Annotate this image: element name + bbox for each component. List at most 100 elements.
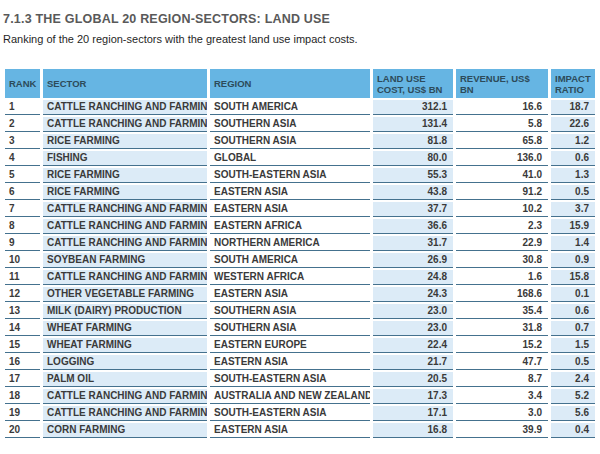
table-row: 18CATTLE RANCHING AND FARMINGAUSTRALIA A…	[5, 389, 595, 404]
cell-sector: CATTLE RANCHING AND FARMING	[43, 117, 207, 132]
cell-rank: 6	[5, 185, 40, 200]
table-row: 12OTHER VEGETABLE FARMINGEASTERN ASIA24.…	[5, 287, 595, 302]
cell-impact-ratio: 5.6	[551, 406, 595, 421]
cell-revenue: 5.8	[456, 117, 548, 132]
cell-revenue: 136.0	[456, 151, 548, 166]
cell-rank: 14	[5, 321, 40, 336]
table-row: 7CATTLE RANCHING AND FARMINGEASTERN ASIA…	[5, 202, 595, 217]
cell-region: EASTERN AFRICA	[210, 219, 370, 234]
cell-region: NORTHERN AMERICA	[210, 236, 370, 251]
cell-rank: 8	[5, 219, 40, 234]
table-header-row: RANK SECTOR REGION LAND USE COST, US$ BN…	[5, 69, 595, 98]
cell-region: GLOBAL	[210, 151, 370, 166]
cell-rank: 9	[5, 236, 40, 251]
cell-rank: 16	[5, 355, 40, 370]
cell-land-use-cost: 23.0	[373, 304, 453, 319]
cell-impact-ratio: 1.2	[551, 134, 595, 149]
cell-revenue: 22.9	[456, 236, 548, 251]
cell-rank: 4	[5, 151, 40, 166]
cell-land-use-cost: 24.8	[373, 270, 453, 285]
cell-sector: CATTLE RANCHING AND FARMING	[43, 389, 207, 404]
cell-impact-ratio: 1.5	[551, 338, 595, 353]
cell-rank: 15	[5, 338, 40, 353]
cell-sector: CATTLE RANCHING AND FARMING	[43, 100, 207, 115]
cell-land-use-cost: 23.0	[373, 321, 453, 336]
table-body: 1CATTLE RANCHING AND FARMINGSOUTH AMERIC…	[5, 100, 595, 438]
cell-revenue: 30.8	[456, 253, 548, 268]
cell-region: SOUTH-EASTERN ASIA	[210, 372, 370, 387]
cell-sector: CATTLE RANCHING AND FARMING	[43, 236, 207, 251]
table-row: 3RICE FARMINGSOUTHERN ASIA81.865.81.2	[5, 134, 595, 149]
cell-sector: MILK (DAIRY) PRODUCTION	[43, 304, 207, 319]
cell-revenue: 1.6	[456, 270, 548, 285]
cell-region: AUSTRALIA AND NEW ZEALAND	[210, 389, 370, 404]
cell-land-use-cost: 31.7	[373, 236, 453, 251]
cell-land-use-cost: 22.4	[373, 338, 453, 353]
cell-region: SOUTH-EASTERN ASIA	[210, 168, 370, 183]
report-page: 7.1.3 THE GLOBAL 20 REGION-SECTORS: LAND…	[0, 0, 600, 440]
cell-land-use-cost: 36.6	[373, 219, 453, 234]
cell-land-use-cost: 20.5	[373, 372, 453, 387]
cell-revenue: 31.8	[456, 321, 548, 336]
cell-region: SOUTHERN ASIA	[210, 117, 370, 132]
cell-impact-ratio: 0.5	[551, 185, 595, 200]
cell-rank: 2	[5, 117, 40, 132]
cell-land-use-cost: 17.1	[373, 406, 453, 421]
cell-sector: PALM OIL	[43, 372, 207, 387]
cell-rank: 12	[5, 287, 40, 302]
column-header-land-use-cost: LAND USE COST, US$ BN	[373, 69, 453, 98]
cell-sector: CATTLE RANCHING AND FARMING	[43, 270, 207, 285]
cell-sector: CATTLE RANCHING AND FARMING	[43, 202, 207, 217]
cell-sector: LOGGING	[43, 355, 207, 370]
table-row: 13MILK (DAIRY) PRODUCTIONSOUTHERN ASIA23…	[5, 304, 595, 319]
table-row: 16LOGGINGEASTERN ASIA21.747.70.5	[5, 355, 595, 370]
cell-rank: 20	[5, 423, 40, 438]
cell-revenue: 3.4	[456, 389, 548, 404]
cell-land-use-cost: 21.7	[373, 355, 453, 370]
cell-sector: RICE FARMING	[43, 168, 207, 183]
table-row: 2CATTLE RANCHING AND FARMINGSOUTHERN ASI…	[5, 117, 595, 132]
cell-region: SOUTH AMERICA	[210, 253, 370, 268]
cell-revenue: 41.0	[456, 168, 548, 183]
cell-rank: 11	[5, 270, 40, 285]
cell-impact-ratio: 0.5	[551, 355, 595, 370]
cell-rank: 3	[5, 134, 40, 149]
cell-sector: CORN FARMING	[43, 423, 207, 438]
cell-region: SOUTHERN ASIA	[210, 134, 370, 149]
cell-revenue: 91.2	[456, 185, 548, 200]
cell-region: SOUTHERN ASIA	[210, 321, 370, 336]
table-row: 9CATTLE RANCHING AND FARMINGNORTHERN AME…	[5, 236, 595, 251]
cell-impact-ratio: 2.4	[551, 372, 595, 387]
column-header-region: REGION	[210, 69, 370, 98]
cell-revenue: 8.7	[456, 372, 548, 387]
cell-rank: 13	[5, 304, 40, 319]
cell-impact-ratio: 0.7	[551, 321, 595, 336]
table-row: 5RICE FARMINGSOUTH-EASTERN ASIA55.341.01…	[5, 168, 595, 183]
cell-rank: 7	[5, 202, 40, 217]
cell-sector: SOYBEAN FARMING	[43, 253, 207, 268]
cell-sector: FISHING	[43, 151, 207, 166]
page-subtitle: Ranking of the 20 region-sectors with th…	[3, 32, 598, 46]
cell-revenue: 65.8	[456, 134, 548, 149]
cell-region: EASTERN ASIA	[210, 185, 370, 200]
cell-land-use-cost: 81.8	[373, 134, 453, 149]
cell-region: WESTERN AFRICA	[210, 270, 370, 285]
cell-region: SOUTHERN ASIA	[210, 304, 370, 319]
cell-revenue: 16.6	[456, 100, 548, 115]
cell-impact-ratio: 0.6	[551, 304, 595, 319]
cell-land-use-cost: 131.4	[373, 117, 453, 132]
cell-impact-ratio: 15.9	[551, 219, 595, 234]
cell-land-use-cost: 80.0	[373, 151, 453, 166]
cell-land-use-cost: 26.9	[373, 253, 453, 268]
cell-revenue: 2.3	[456, 219, 548, 234]
cell-impact-ratio: 0.4	[551, 423, 595, 438]
table-row: 10SOYBEAN FARMINGSOUTH AMERICA26.930.80.…	[5, 253, 595, 268]
cell-revenue: 3.0	[456, 406, 548, 421]
cell-rank: 1	[5, 100, 40, 115]
cell-region: EASTERN ASIA	[210, 423, 370, 438]
cell-sector: WHEAT FARMING	[43, 338, 207, 353]
cell-revenue: 168.6	[456, 287, 548, 302]
cell-revenue: 15.2	[456, 338, 548, 353]
cell-impact-ratio: 1.4	[551, 236, 595, 251]
table-row: 15WHEAT FARMINGEASTERN EUROPE22.415.21.5	[5, 338, 595, 353]
